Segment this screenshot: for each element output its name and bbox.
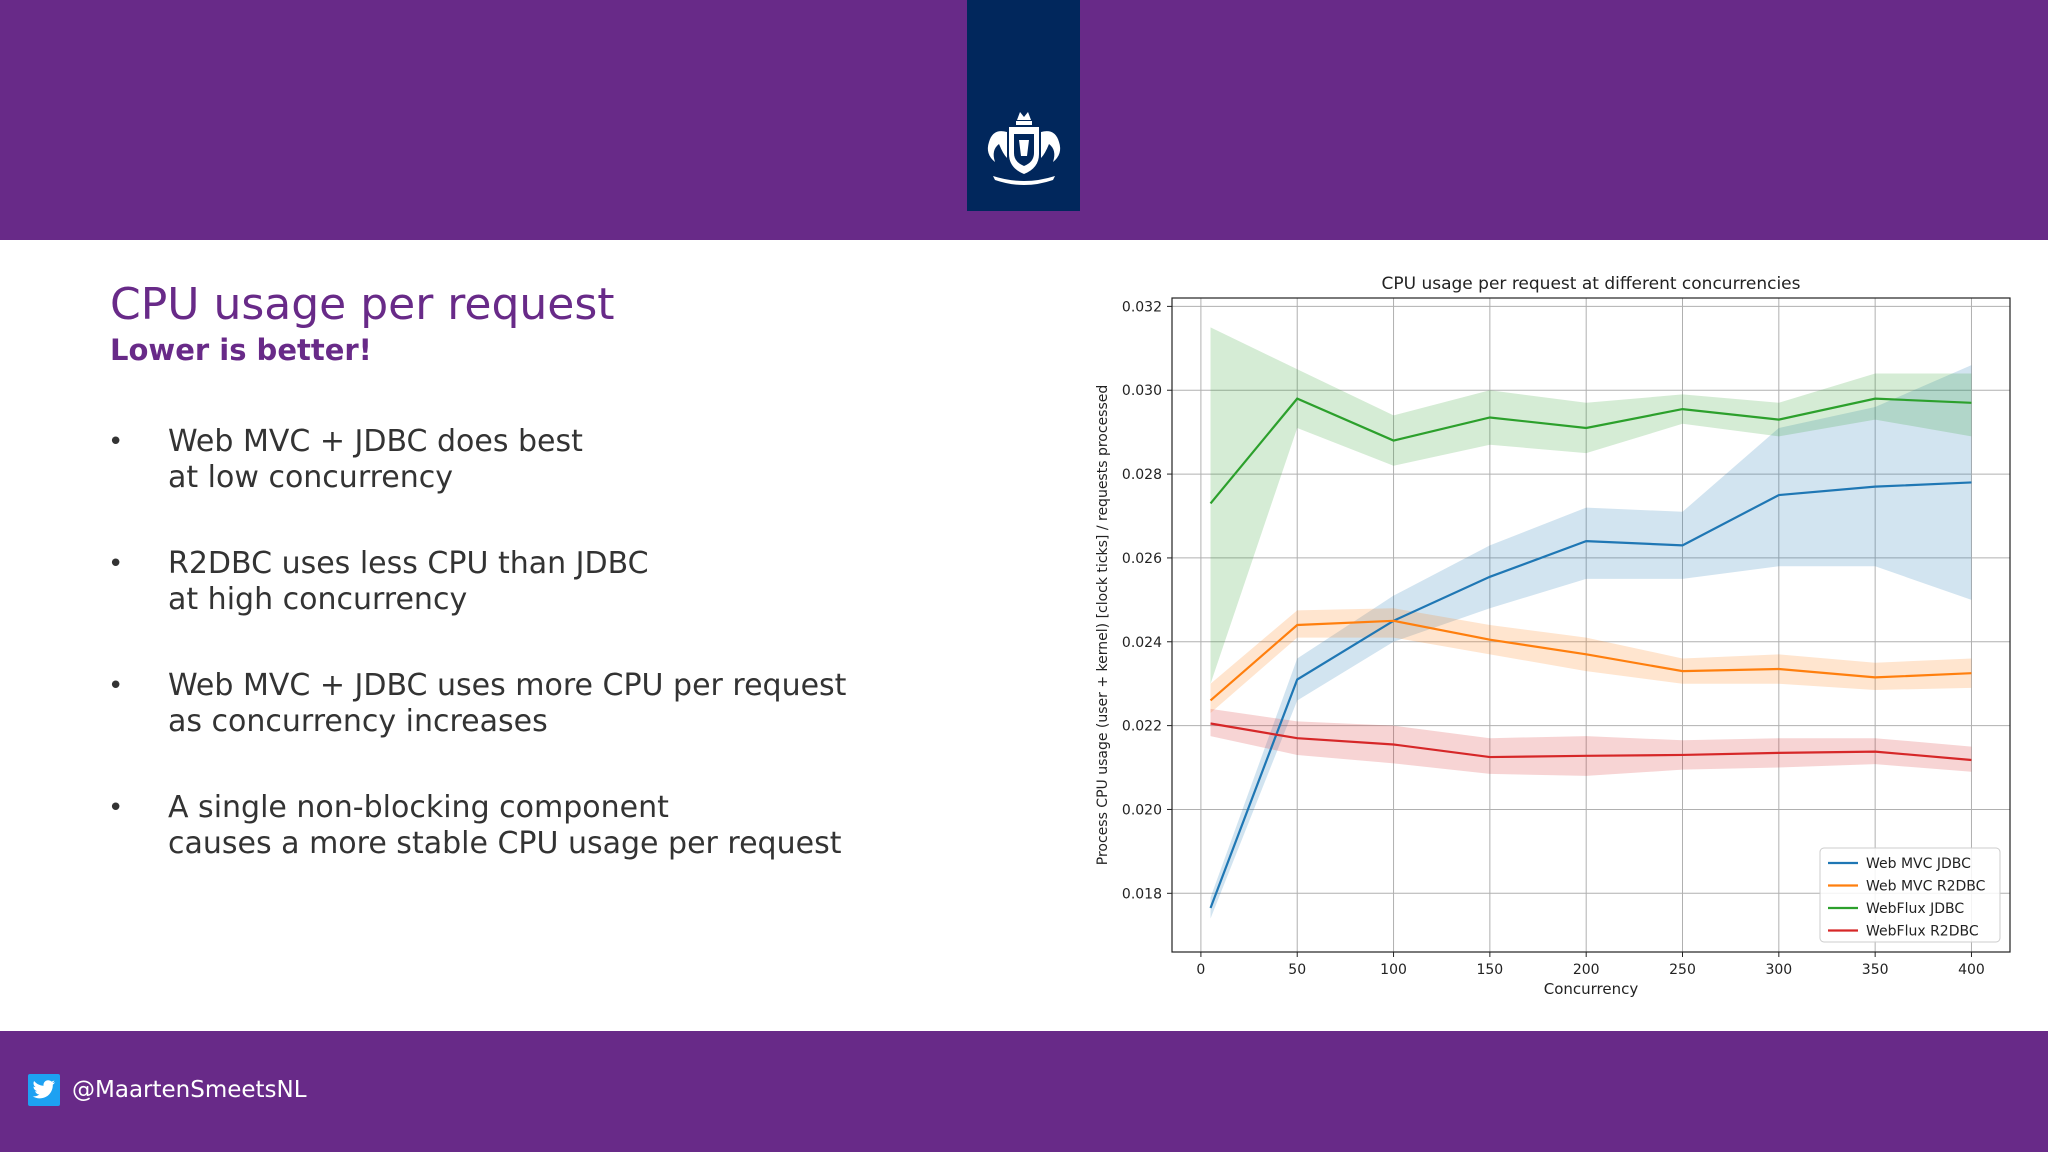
series-line [1209,397,1972,505]
coat-of-arms-logo [987,112,1061,185]
cpu-usage-chart: 0 50 100 150 200 250 300 350 400 0.018 0.020 0.022 0… [1095,274,2011,998]
x-tick-label: 250 [1669,962,1696,978]
legend-label: WebFlux JDBC [1866,901,1964,917]
bullet-dot: • [108,793,124,823]
confidence-band [1210,708,1972,776]
bullet-line: Web MVC + JDBC uses more CPU per request [168,668,847,703]
y-tick-label: 0.032 [1122,299,1162,315]
x-tick-label: 200 [1573,962,1600,978]
bullet-item: • Web MVC + JDBC does best at low concur… [108,424,928,496]
twitter-credit: @MaartenSmeetsNL [28,1074,307,1106]
confidence-band [1210,327,1972,684]
series-line [1209,481,1972,909]
y-axis-label: Process CPU usage (user + kernel) [clock… [1095,385,1111,866]
legend-label: Web MVC JDBC [1866,856,1971,872]
x-tick-label: 0 [1196,962,1205,978]
series-line [1210,722,1972,762]
confidence-band [1210,365,1972,919]
bullet-dot: • [108,549,124,579]
x-tick-label: 350 [1862,962,1889,978]
legend-label: WebFlux R2DBC [1866,924,1979,940]
x-tick-label: 400 [1958,962,1985,978]
twitter-icon [28,1074,60,1106]
plot-frame [1171,297,2011,953]
y-tick-label: 0.022 [1122,719,1162,735]
bullet-line: causes a more stable CPU usage per reque… [168,826,842,861]
x-tick-label: 100 [1380,962,1407,978]
bullet-item: • R2DBC uses less CPU than JDBC at high … [108,546,928,618]
series-line [1209,619,1972,702]
x-tick-label: 150 [1476,962,1503,978]
bullet-line: Web MVC + JDBC does best [168,424,583,459]
x-tick-label: 50 [1288,962,1306,978]
y-tick-label: 0.024 [1122,635,1162,651]
bullet-item: • Web MVC + JDBC uses more CPU per reque… [108,668,928,740]
footer-band [0,1031,2048,1152]
logo-box [967,0,1080,211]
confidence-band [1210,608,1972,714]
bullet-line: A single non-blocking component [168,790,669,825]
bullet-line: at high concurrency [168,582,468,617]
legend: Web MVC JDBC Web MVC R2DBC WebFlux JDBC Web… [1819,847,2001,943]
y-tick-label: 0.030 [1122,383,1162,399]
bullet-item: • A single non-blocking component causes… [108,790,928,862]
y-tick-label: 0.018 [1122,886,1162,902]
y-tick-label: 0.020 [1122,802,1162,818]
bullet-dot: • [108,427,124,457]
chart-title: CPU usage per request at different concu… [1382,274,1801,294]
bullet-list: • Web MVC + JDBC does best at low concur… [108,424,928,912]
slide-title: CPU usage per request [110,279,615,330]
x-tick-label: 300 [1765,962,1792,978]
twitter-handle: @MaartenSmeetsNL [72,1077,307,1103]
bullet-line: as concurrency increases [168,704,548,739]
legend-box [1819,847,2001,943]
bullet-line: at low concurrency [168,460,454,495]
slide-subtitle: Lower is better! [110,333,372,367]
legend-label: Web MVC R2DBC [1866,879,1986,895]
x-axis-label: Concurrency [1544,980,1639,998]
bullet-dot: • [108,671,124,701]
bullet-line: R2DBC uses less CPU than JDBC [168,546,649,581]
y-tick-label: 0.028 [1122,467,1162,483]
y-tick-label: 0.026 [1122,551,1162,567]
